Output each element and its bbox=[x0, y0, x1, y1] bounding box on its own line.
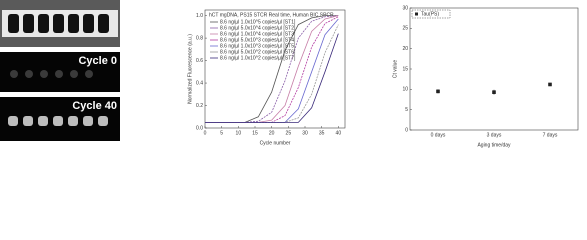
point bbox=[492, 90, 496, 94]
x-tick-label: 7 days bbox=[543, 132, 558, 138]
x-tick-label: 10 bbox=[236, 130, 242, 136]
legend-label: Tau(PS) bbox=[421, 11, 439, 17]
legend-label: 8.6 ng/µl 1.0x10^3 copies/µl [ST5] bbox=[220, 43, 296, 49]
chip-wells bbox=[8, 14, 109, 33]
figure: Cycle 0 Cycle 40 0.0 0.2 0.4 0.6 0.8 1.0 hCT m… bbox=[0, 0, 579, 148]
x-tick-label: 15 bbox=[252, 130, 258, 136]
y-tick-label: 0.0 bbox=[196, 125, 203, 131]
legend-label: 8.6 ng/µl 5.0x10^3 copies/µl [ST4] bbox=[220, 37, 296, 43]
y-tick-label: 5 bbox=[405, 107, 408, 113]
x-tick-label: 35 bbox=[319, 130, 325, 136]
cycle-40-wells bbox=[8, 116, 108, 126]
y-tick-label: 0.4 bbox=[196, 80, 203, 86]
x-tick-label: 25 bbox=[286, 130, 292, 136]
image-label: Cycle 40 bbox=[72, 100, 117, 112]
y-tick-label: 15 bbox=[402, 66, 408, 72]
legend-label: 8.6 ng/µl 1.0x10^5 copies/µl [ST1] bbox=[220, 19, 296, 25]
x-tick-label: 30 bbox=[302, 130, 308, 136]
cycle-0-wells bbox=[10, 70, 93, 78]
plot-area bbox=[409, 7, 579, 131]
legend-swatch bbox=[415, 12, 418, 16]
y-tick-label: 0.2 bbox=[196, 103, 203, 109]
x-tick-label: 5 bbox=[220, 130, 223, 136]
legend-label: 8.6 ng/µl 5.0x10^2 copies/µl [ST6] bbox=[220, 49, 296, 55]
y-axis-label: Ct value bbox=[392, 60, 398, 79]
legend-label: 8.6 ng/µl 1.0x10^2 copies/µl [ST7] bbox=[220, 55, 296, 61]
y-tick-label: 1.0 bbox=[196, 13, 203, 19]
y-tick-label: 0 bbox=[405, 127, 408, 133]
y-tick-label: 30 bbox=[402, 5, 408, 11]
y-tick-label: 0.8 bbox=[196, 35, 203, 41]
image-panel: Cycle 0 Cycle 40 bbox=[0, 0, 120, 141]
x-tick-label: 20 bbox=[269, 130, 275, 136]
x-tick-label: 0 bbox=[204, 130, 207, 136]
y-tick-label: 20 bbox=[402, 46, 408, 52]
point bbox=[548, 82, 552, 87]
image-label: Cycle 0 bbox=[78, 55, 117, 67]
x-tick-label: 0 days bbox=[431, 132, 446, 138]
y-axis-label: Normalized Fluorescence (a.u.) bbox=[187, 34, 193, 104]
y-tick-label: 0.6 bbox=[196, 58, 203, 64]
line-series bbox=[205, 33, 339, 123]
x-tick-label: 3 days bbox=[487, 132, 502, 138]
x-axis-label: Aging time/day bbox=[477, 142, 511, 148]
legend-label: 8.6 ng/µl 5.0x10^4 copies/µl [ST2] bbox=[220, 25, 296, 31]
x-axis-label: Cycle number bbox=[260, 140, 291, 146]
y-tick-label: 25 bbox=[402, 26, 408, 32]
legend-box bbox=[411, 9, 451, 19]
plot-area bbox=[204, 9, 346, 129]
x-tick-label: 40 bbox=[336, 130, 342, 136]
point bbox=[436, 89, 440, 94]
legend-label: 8.6 ng/µl 1.0x10^4 copies/µl [ST3] bbox=[220, 31, 296, 37]
chart-title: hCT mgDNA, PS15 STCR Real time, Human BI… bbox=[209, 12, 334, 18]
y-tick-label: 10 bbox=[402, 87, 408, 93]
